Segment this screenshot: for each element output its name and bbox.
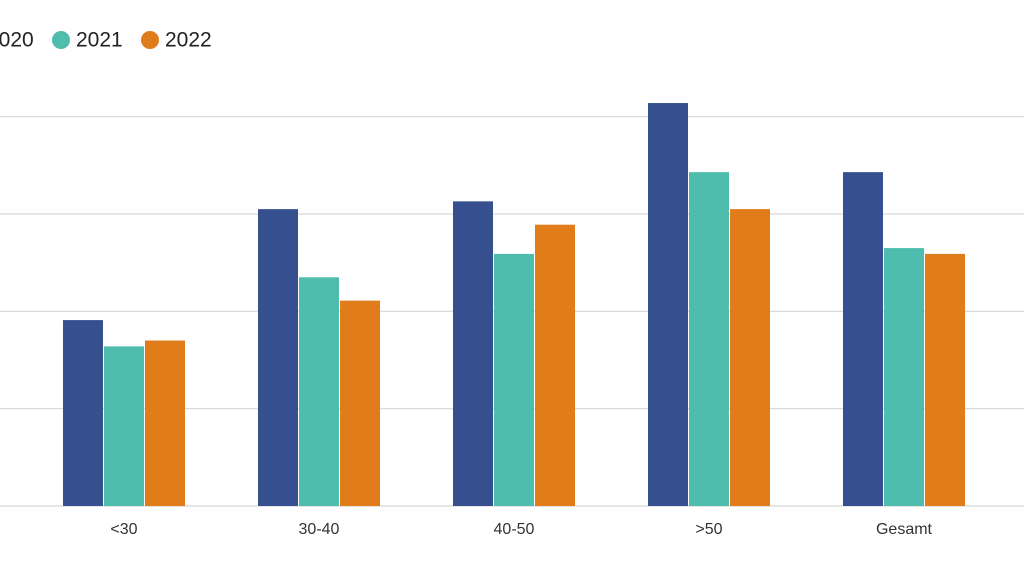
bar xyxy=(104,346,144,506)
bar xyxy=(843,172,883,506)
bar xyxy=(63,320,103,506)
bar xyxy=(453,201,493,506)
bar xyxy=(494,253,534,506)
legend-marker xyxy=(52,31,70,49)
legend-marker xyxy=(141,31,159,49)
x-tick-label: Gesamt xyxy=(876,521,933,538)
bar xyxy=(730,209,770,506)
bar xyxy=(648,103,688,506)
bar xyxy=(299,277,339,506)
bar xyxy=(884,248,924,507)
bar xyxy=(145,340,185,506)
x-tick-label: <30 xyxy=(110,521,137,538)
x-tick-label: >50 xyxy=(695,521,722,538)
legend-label: 2022 xyxy=(165,29,212,52)
legend-label: 2021 xyxy=(76,29,123,52)
bar xyxy=(689,172,729,506)
bar xyxy=(340,300,380,506)
bar xyxy=(925,253,965,506)
bar xyxy=(535,224,575,506)
bar xyxy=(258,209,298,506)
x-tick-label: 40-50 xyxy=(494,521,535,538)
x-tick-label: 30-40 xyxy=(299,521,340,538)
